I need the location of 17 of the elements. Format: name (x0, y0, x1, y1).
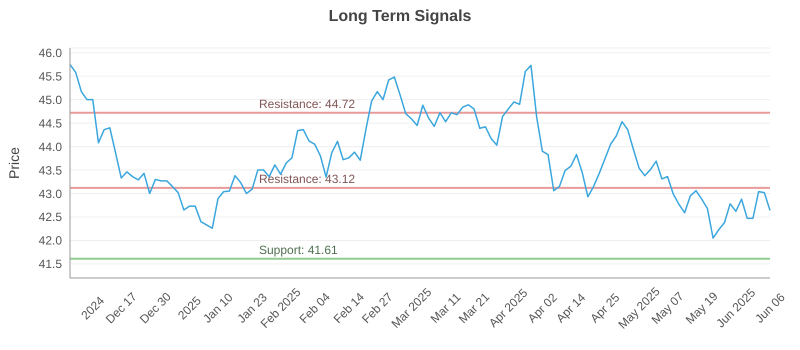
chart-title: Long Term Signals (328, 8, 472, 26)
y-tick-label: 41.5 (38, 257, 62, 272)
y-axis-title: Price (6, 146, 22, 179)
x-tick-label: Jan 10 (200, 290, 236, 326)
y-tick-label: 44.5 (38, 116, 62, 130)
ref-line-label: Resistance: 43.12 (259, 172, 356, 186)
y-tick-label: 45.0 (38, 92, 62, 107)
y-tick-label: 45.5 (38, 69, 62, 84)
y-tick-label: 43.0 (38, 186, 62, 201)
ref-line-label: Support: 41.61 (259, 242, 338, 257)
y-tick-label: 44.0 (38, 140, 62, 154)
ref-line-label: Resistance: 44.72 (259, 96, 356, 111)
y-tick-label: 42.5 (38, 210, 62, 224)
line-series (69, 64, 771, 239)
y-tick-label: 43.5 (38, 163, 62, 178)
y-tick-label: 42.0 (38, 234, 62, 248)
y-tick-label: 46.0 (38, 46, 62, 60)
